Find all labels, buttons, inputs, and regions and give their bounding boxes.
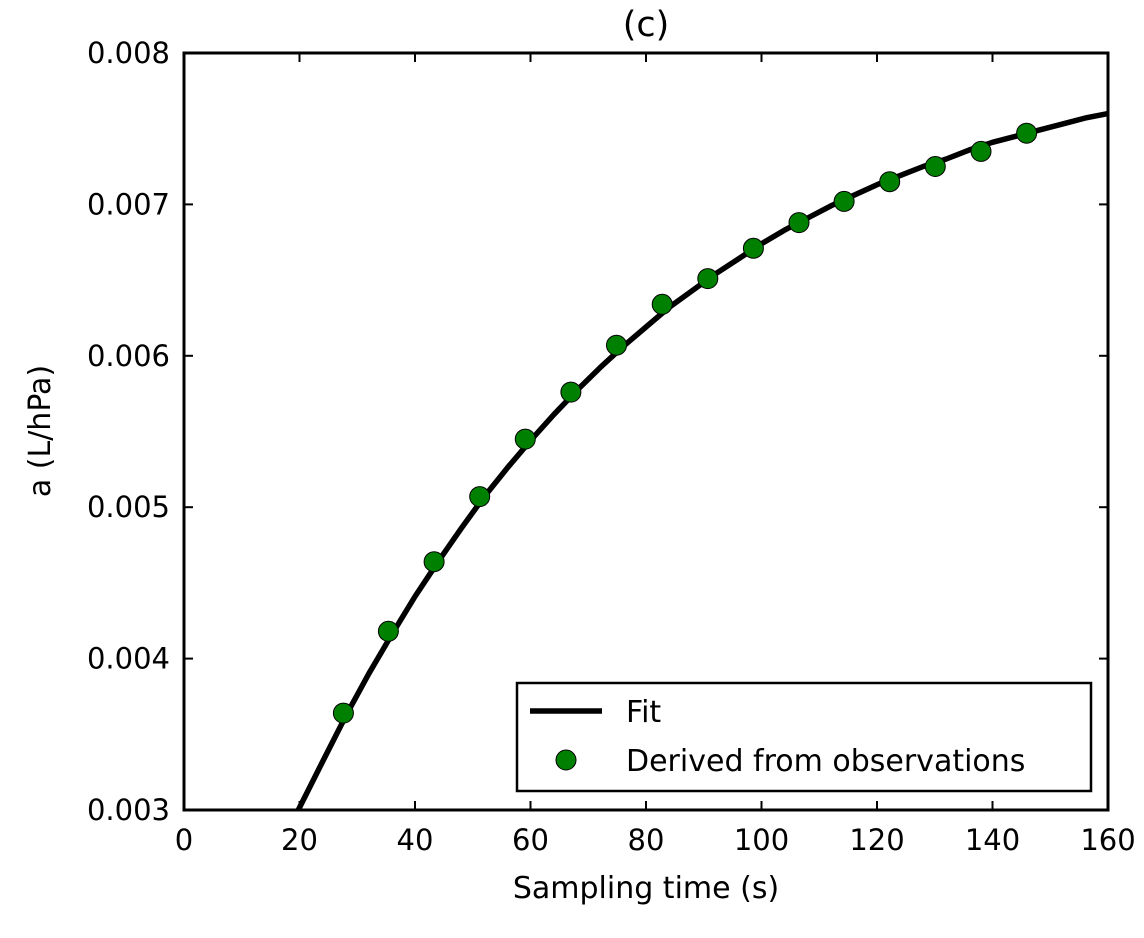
observation-point — [651, 293, 673, 315]
observation-points-layer — [332, 122, 1038, 724]
observation-point — [788, 212, 810, 234]
legend-box — [515, 681, 1093, 793]
observation-point — [423, 551, 445, 573]
y-tick-label: 0.008 — [87, 36, 170, 70]
x-tick-label: 40 — [397, 823, 434, 857]
legend: Fit Derived from observations — [515, 681, 1093, 793]
observation-point — [879, 171, 901, 193]
x-tick-label: 0 — [175, 823, 193, 857]
observation-point — [377, 620, 399, 642]
y-tick-labels: 0.003 0.004 0.005 0.006 0.007 0.008 — [87, 36, 170, 827]
observation-point — [924, 156, 946, 177]
y-tick-label: 0.004 — [87, 642, 170, 676]
observation-point — [742, 237, 764, 259]
y-tick-label: 0.005 — [87, 490, 170, 524]
observation-point — [514, 428, 536, 450]
y-tick-label: 0.007 — [87, 187, 170, 221]
x-tick-labels: 0 20 40 60 80 100 120 140 160 — [175, 823, 1136, 857]
x-tick-label: 60 — [512, 823, 549, 857]
x-axis-label: Sampling time (s) — [513, 871, 779, 906]
x-tick-label: 120 — [849, 823, 904, 857]
x-tick-label: 140 — [965, 823, 1020, 857]
observation-point — [970, 140, 992, 162]
y-axis-label: a (L/hPa) — [23, 365, 58, 497]
legend-observations-label: Derived from observations — [626, 744, 1025, 779]
plot-frame — [182, 51, 1110, 812]
chart-title: (c) — [623, 5, 670, 45]
legend-fit-label: Fit — [626, 695, 661, 730]
observation-point — [469, 486, 491, 508]
y-tick-label: 0.003 — [87, 793, 170, 827]
observation-point — [697, 268, 719, 290]
x-tick-label: 160 — [1080, 823, 1135, 857]
observation-point — [1016, 122, 1038, 144]
x-tick-label: 20 — [281, 823, 318, 857]
y-tick-label: 0.006 — [87, 339, 170, 373]
observation-point — [833, 190, 855, 212]
legend-observations-swatch — [555, 749, 577, 771]
observation-point — [606, 334, 627, 356]
observation-point — [332, 702, 354, 724]
x-tick-label: 100 — [734, 823, 789, 857]
x-tick-label: 80 — [628, 823, 665, 857]
observation-point — [560, 381, 582, 403]
